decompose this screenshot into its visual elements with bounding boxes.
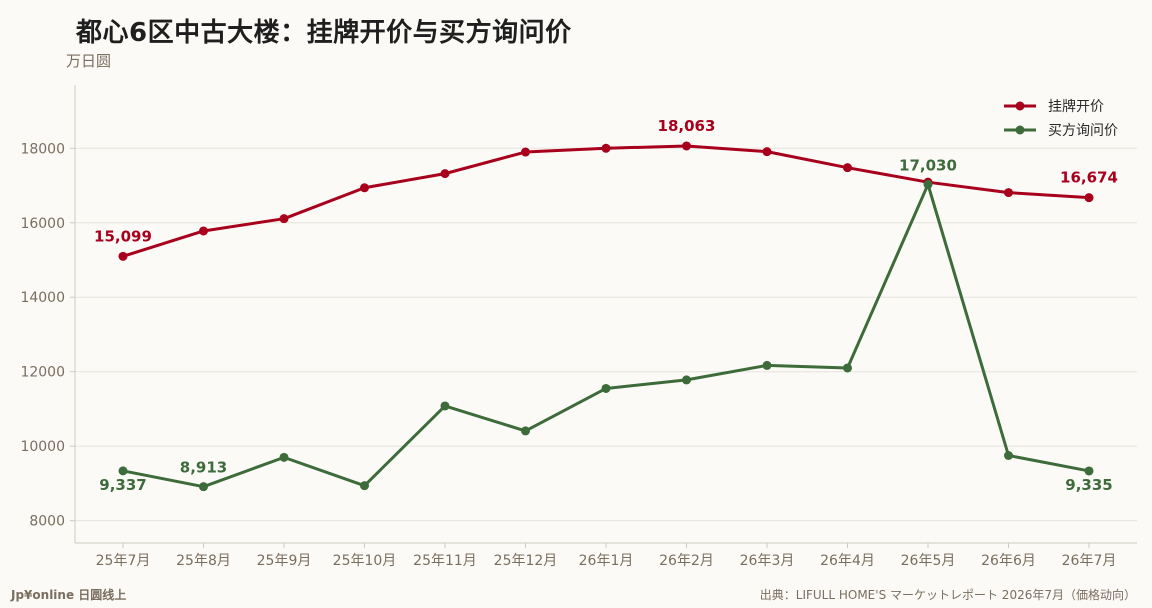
data-point — [199, 482, 208, 492]
x-tick-label: 26年2月 — [659, 553, 714, 569]
data-point — [118, 466, 128, 476]
x-tick-label: 26年1月 — [579, 553, 634, 569]
chart-title: 都心6区中古大楼：挂牌开价与买方询问价 — [76, 18, 572, 48]
x-tick-label: 26年4月 — [820, 553, 875, 569]
legend-marker — [1015, 101, 1025, 111]
y-axis-label: 万日圆 — [66, 52, 112, 70]
data-point — [843, 163, 852, 173]
legend-marker — [1015, 125, 1025, 135]
data-point — [762, 147, 772, 157]
y-tick-label: 8000 — [29, 514, 65, 530]
x-tick-labels: 25年7月 25年8月 25年9月 25年10月 25年11月 25年12月 26年1月 26… — [96, 553, 1117, 569]
data-point — [440, 169, 450, 179]
data-label: 17,030 — [899, 156, 957, 174]
data-point — [762, 360, 772, 370]
data-point — [279, 214, 289, 224]
data-point — [1004, 450, 1013, 460]
data-point — [923, 179, 933, 189]
data-point — [521, 147, 530, 157]
data-label: 9,337 — [99, 476, 146, 494]
data-point — [1004, 188, 1013, 198]
x-tick-label: 26年6月 — [981, 553, 1036, 569]
brand-label: Jp¥online 日圆线上 — [11, 588, 127, 602]
data-point — [440, 401, 450, 411]
data-point — [1084, 193, 1094, 203]
data-point — [843, 363, 852, 373]
series-line-2 — [122, 182, 1090, 489]
y-tick-label: 14000 — [20, 290, 65, 306]
data-point — [199, 226, 208, 236]
x-tick-label: 25年10月 — [333, 553, 397, 569]
x-tick-label: 25年11月 — [413, 553, 477, 569]
data-point — [360, 183, 369, 193]
legend-label: 挂牌开价 — [1048, 98, 1104, 115]
data-point — [279, 452, 289, 462]
series-points — [118, 141, 1094, 492]
x-tick-label: 25年7月 — [96, 553, 151, 569]
data-point — [682, 141, 691, 151]
x-tick-label: 25年9月 — [257, 553, 312, 569]
y-tick-label: 16000 — [20, 216, 65, 232]
y-tick-labels: 8000 10000 12000 14000 16000 18000 — [20, 141, 65, 529]
y-tick-label: 12000 — [20, 365, 65, 381]
data-point — [118, 251, 128, 261]
source-note: 出典：LIFULL HOME'S マーケットレポート 2026年7月（価格动向） — [759, 588, 1136, 602]
data-point — [682, 375, 691, 385]
data-point — [360, 481, 369, 491]
y-tick-label: 10000 — [20, 439, 65, 455]
grid-lines — [75, 147, 1137, 522]
data-label: 15,099 — [94, 227, 152, 245]
data-label: 8,913 — [180, 459, 227, 477]
series-lines — [122, 144, 1090, 489]
data-label: 18,063 — [658, 117, 716, 135]
data-labels: 15,099 18,063 16,674 9,337 8,913 17,030 9,335 — [94, 117, 1118, 494]
legend-label: 买方询问价 — [1048, 123, 1118, 139]
axes — [70, 85, 1137, 548]
x-tick-label: 26年3月 — [740, 553, 795, 569]
x-tick-label: 25年8月 — [176, 553, 231, 569]
x-tick-label: 26年7月 — [1062, 553, 1117, 569]
data-label: 16,674 — [1060, 169, 1118, 187]
x-tick-label: 25年12月 — [494, 553, 558, 569]
data-point — [601, 383, 611, 393]
data-label: 9,335 — [1065, 476, 1112, 494]
data-point — [521, 426, 530, 436]
data-point — [601, 143, 611, 153]
x-tick-label: 26年5月 — [901, 553, 956, 569]
data-point — [1084, 466, 1094, 476]
y-tick-label: 18000 — [20, 141, 65, 157]
